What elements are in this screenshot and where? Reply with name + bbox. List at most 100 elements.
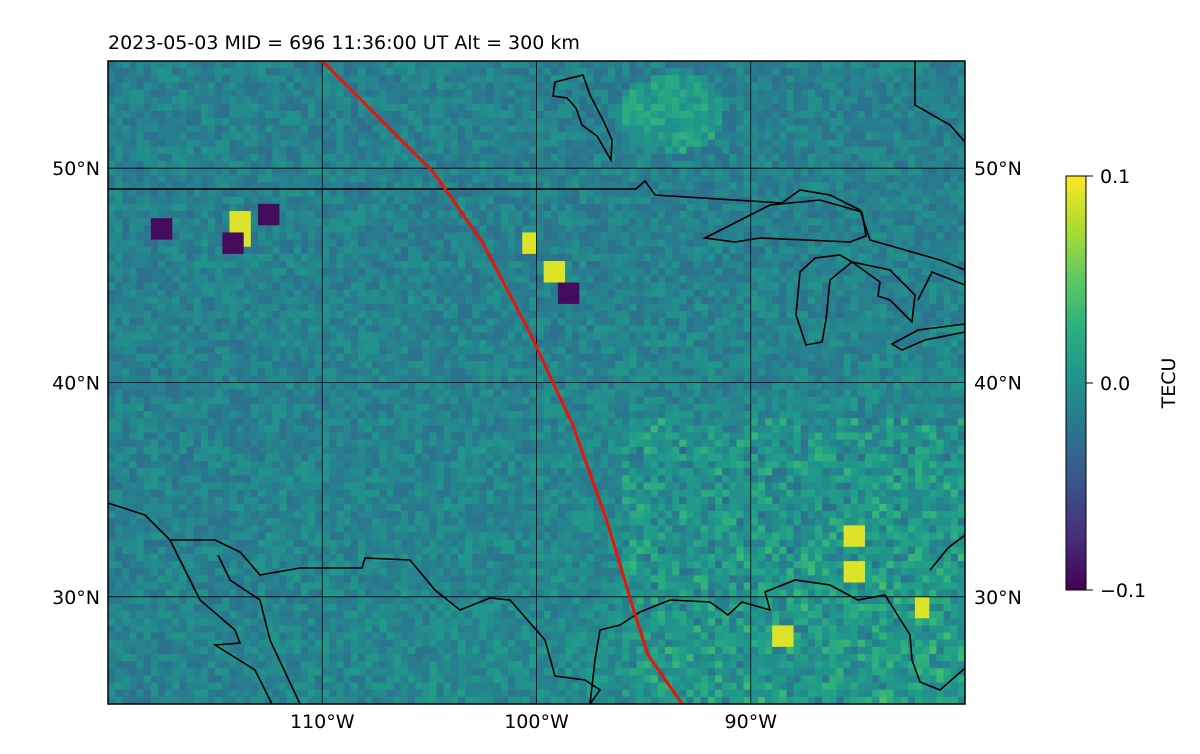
tec-cell bbox=[936, 168, 945, 176]
tec-cell bbox=[222, 346, 230, 355]
tec-cell bbox=[929, 339, 937, 348]
tec-cell bbox=[672, 203, 680, 212]
tec-cell bbox=[272, 239, 280, 248]
tec-cell bbox=[465, 61, 473, 69]
tec-cell bbox=[179, 175, 188, 183]
tec-cell bbox=[400, 68, 409, 76]
tec-cell bbox=[257, 182, 266, 191]
tec-cell bbox=[372, 203, 380, 212]
tec-cell bbox=[243, 82, 252, 91]
tec-cell bbox=[357, 68, 366, 76]
tec-cell bbox=[457, 218, 466, 226]
tec-cell bbox=[729, 168, 737, 176]
tec-cell bbox=[279, 175, 288, 183]
tec-cell bbox=[907, 218, 916, 226]
tec-cell bbox=[800, 346, 809, 355]
tec-cell bbox=[922, 132, 930, 141]
tec-cell bbox=[550, 275, 559, 283]
tec-cell bbox=[565, 339, 573, 348]
tec-cell bbox=[557, 339, 566, 348]
tec-cell bbox=[600, 339, 609, 348]
tec-cell bbox=[907, 132, 916, 141]
tec-cell bbox=[457, 268, 466, 276]
tec-cell bbox=[450, 153, 459, 162]
tec-cell bbox=[922, 75, 930, 83]
tec-cell bbox=[286, 175, 295, 183]
tec-cell bbox=[122, 296, 130, 305]
tec-cell bbox=[657, 325, 666, 333]
tec-cell bbox=[236, 153, 245, 162]
tec-cell bbox=[500, 89, 509, 98]
tec-cell bbox=[636, 168, 645, 176]
tec-cell bbox=[550, 111, 559, 119]
tec-cell bbox=[357, 175, 366, 183]
tec-cell bbox=[750, 118, 759, 126]
tec-cell bbox=[907, 289, 916, 298]
tec-cell bbox=[457, 175, 466, 183]
tec-cell bbox=[700, 261, 709, 269]
tec-cell bbox=[572, 253, 580, 262]
tec-cell bbox=[500, 175, 509, 183]
tec-cell bbox=[393, 68, 402, 76]
tec-cell bbox=[365, 125, 373, 133]
tec-cell bbox=[665, 211, 673, 219]
tec-cell bbox=[507, 82, 516, 91]
tec-cell bbox=[479, 203, 488, 212]
tec-cell bbox=[236, 132, 245, 141]
tec-cell bbox=[865, 268, 873, 276]
tec-cell bbox=[743, 89, 752, 98]
tec-cell bbox=[143, 82, 152, 91]
tec-cell bbox=[150, 125, 159, 133]
tec-cell bbox=[850, 168, 859, 176]
tec-cell bbox=[300, 161, 309, 169]
tec-cell bbox=[507, 311, 516, 319]
tec-cell bbox=[507, 103, 516, 112]
tec-cell bbox=[122, 182, 130, 191]
tec-cell bbox=[950, 82, 959, 91]
tec-cell bbox=[779, 89, 787, 98]
tec-cell bbox=[722, 189, 730, 198]
tec-cell bbox=[315, 111, 323, 119]
tec-cell bbox=[786, 96, 795, 105]
tec-cell bbox=[557, 253, 566, 262]
tec-cell bbox=[286, 325, 295, 333]
tec-cell bbox=[843, 282, 852, 291]
tec-cell bbox=[500, 82, 509, 91]
tec-cell bbox=[957, 275, 965, 283]
tec-cell bbox=[515, 103, 523, 112]
tec-cell bbox=[536, 168, 545, 176]
tec-cell bbox=[215, 203, 223, 212]
tec-cell bbox=[236, 268, 245, 276]
tec-cell bbox=[450, 311, 459, 319]
tec-cell bbox=[436, 211, 445, 219]
tec-cell bbox=[900, 103, 909, 112]
tec-cell bbox=[193, 61, 202, 69]
tec-cell bbox=[743, 182, 752, 191]
tec-cell bbox=[222, 253, 230, 262]
tec-cell bbox=[665, 325, 673, 333]
tec-cell bbox=[536, 103, 545, 112]
tec-cell bbox=[543, 82, 552, 91]
tec-cell bbox=[286, 82, 295, 91]
tec-cell bbox=[379, 125, 388, 133]
tec-cell bbox=[372, 318, 380, 326]
tec-cell bbox=[807, 61, 816, 69]
tec-cell bbox=[886, 96, 895, 105]
tec-cell bbox=[386, 68, 395, 76]
tec-cell bbox=[336, 339, 345, 348]
tec-cell bbox=[272, 303, 280, 312]
tec-cell bbox=[657, 346, 666, 355]
tec-cell bbox=[836, 253, 845, 262]
tec-cell bbox=[422, 189, 430, 198]
tec-cell bbox=[843, 118, 852, 126]
tec-cell bbox=[629, 118, 637, 126]
tec-cell bbox=[329, 282, 338, 291]
tec-cell bbox=[579, 282, 587, 291]
tec-cell bbox=[200, 175, 209, 183]
tec-cell bbox=[507, 261, 516, 269]
tec-cell bbox=[472, 218, 480, 226]
tec-cell bbox=[843, 111, 852, 119]
tec-cell bbox=[557, 153, 566, 162]
tec-cell bbox=[179, 275, 188, 283]
tec-cell bbox=[293, 332, 302, 341]
